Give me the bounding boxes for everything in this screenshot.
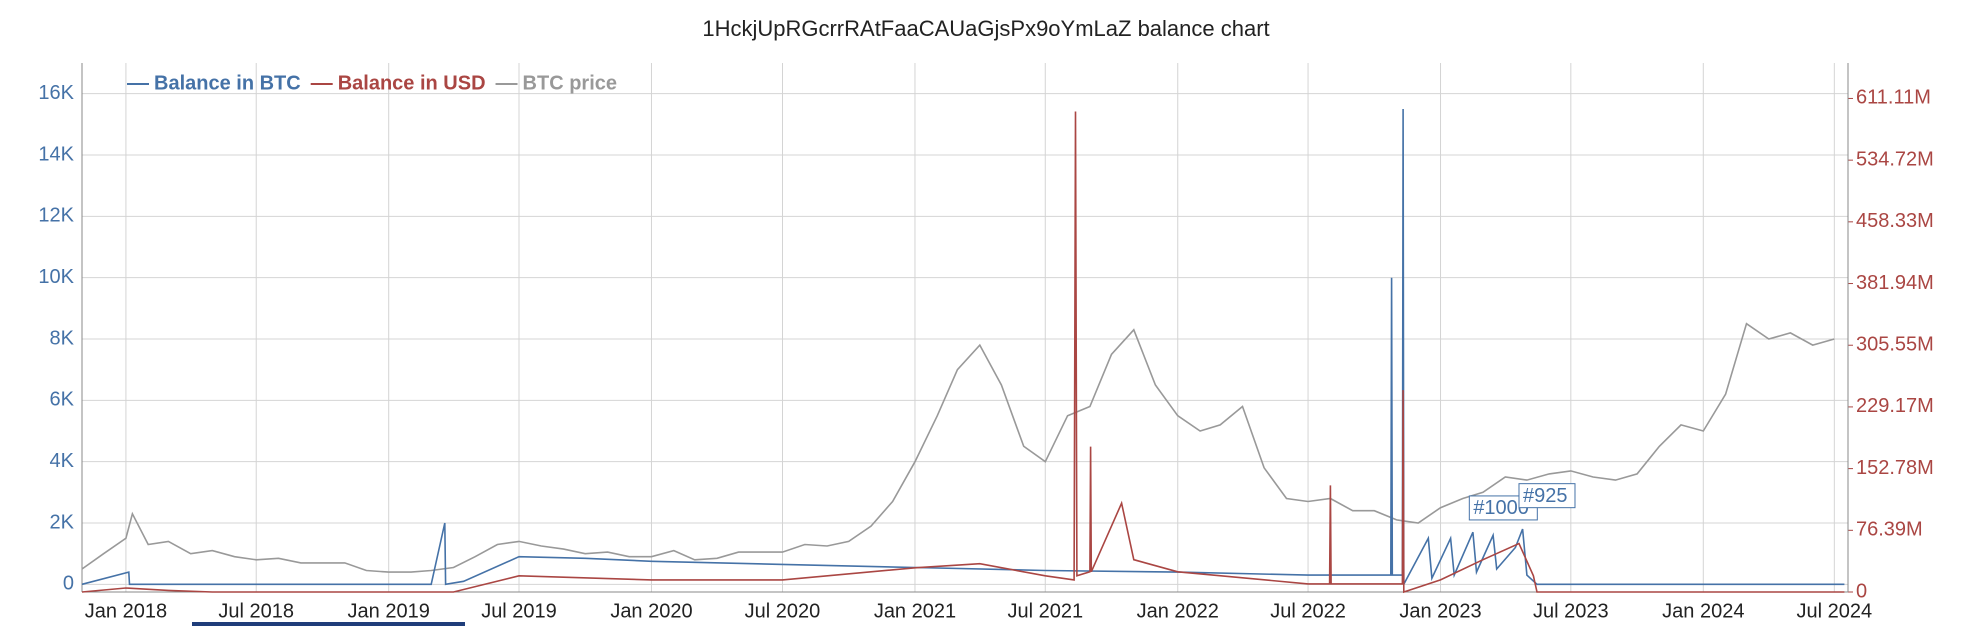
y2-tick-label: 0	[1856, 580, 1867, 602]
x-tick-label: Jan 2024	[1662, 600, 1744, 622]
x-tick-label: Jan 2021	[874, 600, 956, 622]
flag-label: #925	[1523, 485, 1568, 507]
y-tick-label: 0	[63, 573, 74, 595]
legend-label: BTC price	[523, 72, 617, 94]
series-line	[81, 322, 1835, 573]
x-tick-label: Jan 2022	[1137, 600, 1219, 622]
x-tick-label: Jul 2021	[1007, 600, 1083, 622]
flag-label: #1000	[1473, 497, 1529, 519]
x-tick-label: Jan 2019	[348, 600, 430, 622]
y-tick-label: 10K	[38, 266, 74, 288]
flag	[1518, 483, 1576, 509]
y2-tick-label: 152.78M	[1856, 457, 1934, 479]
legend-label: Balance in USD	[338, 72, 486, 94]
chart-title: 1HckjUpRGcrrRAtFaaCAUaGjsPx9oYmLaZ balan…	[702, 16, 1269, 41]
x-tick-label: Jul 2018	[218, 600, 294, 622]
y2-tick-label: 229.17M	[1856, 395, 1934, 417]
x-tick-label: Jul 2022	[1270, 600, 1346, 622]
y-tick-label: 6K	[50, 389, 75, 411]
y-tick-label: 8K	[50, 327, 75, 349]
navigator-bar	[192, 622, 465, 626]
y2-tick-label: 611.11M	[1856, 87, 1931, 109]
series-line	[81, 108, 1845, 586]
y-tick-label: 12K	[38, 205, 74, 227]
legend-label: Balance in BTC	[154, 72, 301, 94]
x-tick-label: Jan 2018	[85, 600, 167, 622]
y2-tick-label: 305.55M	[1856, 334, 1934, 356]
y2-tick-label: 381.94M	[1856, 272, 1934, 294]
y-tick-label: 16K	[38, 82, 74, 104]
y2-tick-label: 534.72M	[1856, 148, 1934, 170]
x-tick-label: Jan 2023	[1399, 600, 1481, 622]
y-tick-label: 14K	[38, 143, 74, 165]
y2-tick-label: 76.39M	[1856, 519, 1923, 541]
series-line	[81, 111, 1845, 594]
y2-tick-label: 458.33M	[1856, 210, 1934, 232]
x-tick-label: Jul 2020	[745, 600, 821, 622]
x-tick-label: Jul 2024	[1797, 600, 1873, 622]
y-tick-label: 4K	[50, 450, 75, 472]
y-tick-label: 2K	[50, 511, 75, 533]
x-tick-label: Jul 2019	[481, 600, 557, 622]
x-tick-label: Jan 2020	[610, 600, 692, 622]
x-tick-label: Jul 2023	[1533, 600, 1609, 622]
